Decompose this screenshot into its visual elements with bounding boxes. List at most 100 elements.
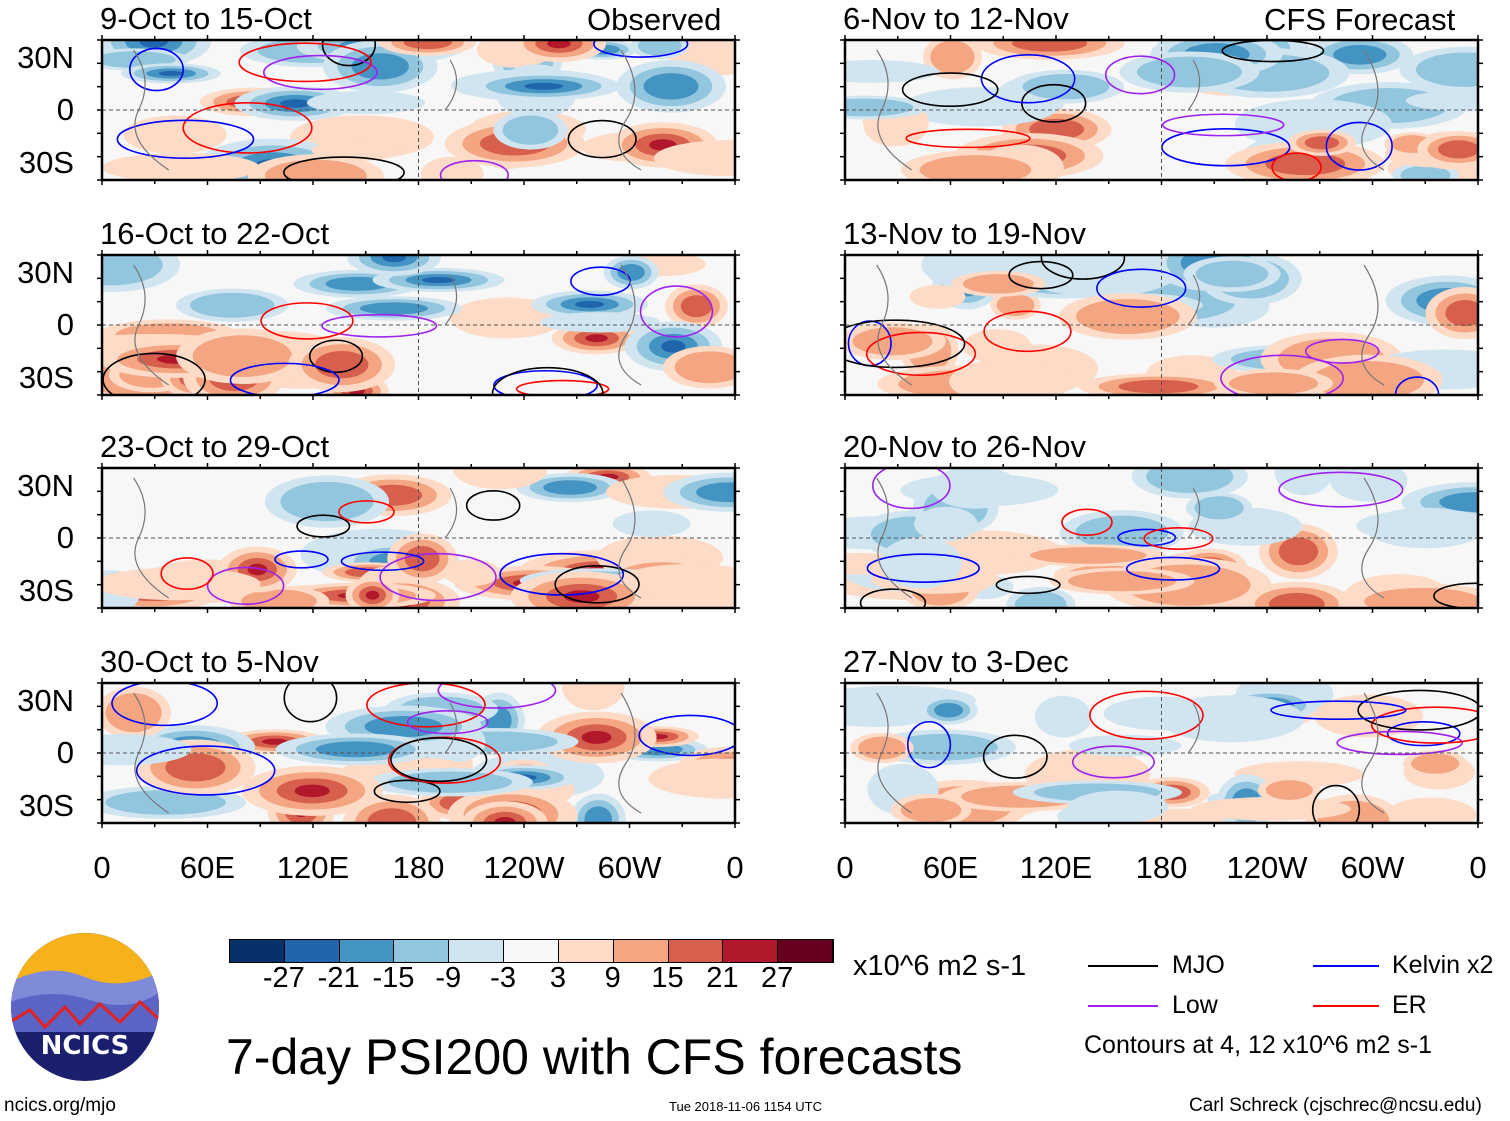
- anomaly-shading: [452, 468, 548, 490]
- panel-title: 6-Nov to 12-Nov: [843, 1, 1069, 36]
- ncics-logo: NCICS: [11, 933, 159, 1081]
- anomaly-shading: [914, 506, 978, 542]
- anomaly-shading: [661, 340, 686, 353]
- lon-label: 0: [836, 850, 854, 885]
- wave-contour: [379, 552, 497, 602]
- anomaly-shading: [543, 480, 598, 495]
- footer-url[interactable]: ncics.org/mjo: [4, 1095, 116, 1116]
- anomaly-shading: [165, 753, 226, 782]
- legend-line-er: [1313, 1005, 1379, 1007]
- map-panel-forecast-1: [840, 35, 1483, 185]
- wave-contour: [1336, 730, 1463, 756]
- wave-contour: [111, 683, 219, 727]
- map-panel-forecast-4: [840, 678, 1483, 828]
- lon-label: 120W: [1226, 850, 1308, 885]
- anomaly-shading: [294, 784, 330, 798]
- anomaly-shading: [420, 156, 484, 180]
- colorbar-units: x10^6 m2 s-1: [853, 950, 1027, 982]
- wave-contour: [1089, 690, 1204, 740]
- anomaly-shading: [102, 567, 261, 601]
- anomaly-shading: [421, 277, 455, 284]
- lon-label: 180: [392, 850, 445, 885]
- anomaly-shading: [502, 115, 559, 145]
- anomaly-shading: [280, 481, 374, 522]
- legend-label-low: Low: [1172, 991, 1218, 1019]
- anomaly-shading: [1445, 300, 1478, 327]
- anomaly-shading: [102, 255, 163, 286]
- wave-contour: [206, 566, 285, 605]
- anomaly-shading: [1415, 52, 1478, 87]
- anomaly-shading: [996, 293, 1035, 317]
- wave-contour: [283, 683, 338, 723]
- colorbar-tick: 27: [761, 962, 794, 994]
- colorbar-tick: 3: [549, 962, 566, 994]
- anomaly-shading: [930, 468, 1020, 509]
- lon-label: 60E: [922, 850, 979, 885]
- anomaly-shading: [1265, 780, 1313, 800]
- anomaly-shading: [1333, 45, 1387, 65]
- lat-label: 0: [56, 307, 74, 342]
- colorbar-tick: -21: [317, 962, 360, 994]
- anomaly-shading: [581, 730, 612, 744]
- anomaly-shading: [845, 60, 940, 83]
- colorbar-tick: -27: [262, 962, 305, 994]
- anomaly-shading: [1136, 56, 1242, 88]
- lat-label: 30S: [18, 145, 74, 180]
- wave-contour: [638, 714, 735, 757]
- lon-label: 60W: [597, 850, 662, 885]
- panel-title: 30-Oct to 5-Nov: [100, 644, 319, 679]
- svg-text:NCICS: NCICS: [41, 1031, 130, 1061]
- wave-contour: [493, 369, 598, 395]
- panel-title: 23-Oct to 29-Oct: [100, 429, 330, 464]
- anomaly-shading: [1118, 379, 1199, 394]
- wave-contour: [1370, 706, 1478, 744]
- wave-contour: [1304, 338, 1380, 364]
- wave-contour: [437, 683, 557, 709]
- anomaly-shading: [902, 87, 1059, 127]
- anomaly-shading: [1068, 734, 1182, 757]
- anomaly-shading: [1234, 761, 1364, 788]
- wave-contour: [262, 54, 378, 91]
- wave-contour: [980, 53, 1076, 104]
- anomaly-shading: [949, 358, 1073, 395]
- anomaly-shading: [879, 537, 962, 589]
- anomaly-shading: [1274, 468, 1334, 496]
- footer-author: Carl Schreck (cjschrec@ncsu.edu): [1189, 1095, 1482, 1116]
- wave-contour: [554, 565, 640, 604]
- colorbar-swatch: [668, 940, 724, 962]
- anomaly-shading: [1034, 695, 1092, 738]
- wave-contour: [135, 745, 276, 796]
- wave-contour: [1061, 508, 1113, 537]
- colorbar-swatch: [394, 940, 450, 962]
- anomaly-shading: [524, 82, 563, 90]
- anomaly-shading: [562, 683, 625, 711]
- colorbar-tick: -3: [490, 962, 516, 994]
- colorbar-swatch: [613, 940, 669, 962]
- wave-contour: [229, 362, 340, 395]
- wave-contour: [1040, 255, 1126, 280]
- anomaly-shading: [648, 758, 735, 799]
- wave-contour: [366, 683, 486, 728]
- wave-contour: [1104, 55, 1176, 95]
- anomaly-shading: [247, 563, 268, 576]
- anomaly-shading: [1400, 165, 1451, 180]
- wave-contour: [1220, 354, 1344, 395]
- anomaly-shading: [102, 152, 260, 180]
- legend-line-low: [1088, 1005, 1158, 1007]
- anomaly-shading: [1158, 695, 1305, 743]
- anomaly-shading: [280, 99, 311, 108]
- wave-contour: [340, 551, 425, 572]
- anomaly-shading: [1194, 496, 1244, 520]
- anomaly-shading: [306, 91, 426, 115]
- wave-contour: [373, 779, 441, 804]
- wave-contour: [1008, 260, 1074, 290]
- anomaly-shading: [1405, 90, 1478, 112]
- wave-contour: [1357, 689, 1478, 731]
- anomaly-shading: [1234, 99, 1392, 149]
- colorbar-swatch: [504, 940, 559, 962]
- anomaly-shading: [1268, 592, 1325, 608]
- map-panel-observed-3: [97, 463, 740, 613]
- colorbar-tick: -9: [435, 962, 462, 994]
- colorbar-tick: 15: [651, 962, 684, 994]
- map-panel-observed-4: [97, 678, 740, 828]
